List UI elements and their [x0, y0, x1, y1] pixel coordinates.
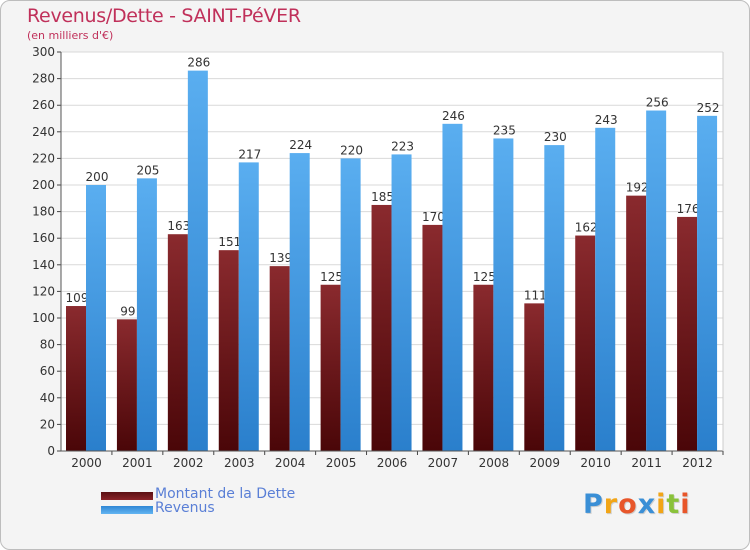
data-label-dette: 192: [626, 181, 649, 195]
bar-revenus: [187, 70, 208, 452]
x-tick-label: 2005: [326, 456, 357, 470]
bar-revenus: [340, 158, 361, 451]
x-tick-label: 2000: [71, 456, 102, 470]
bar-dette: [422, 224, 443, 451]
data-label-dette: 170: [422, 210, 445, 224]
bar-revenus: [544, 145, 565, 451]
bar-revenus: [238, 162, 259, 451]
data-label-dette: 99: [120, 304, 135, 318]
data-label-revenus: 246: [442, 109, 465, 123]
data-label-revenus: 220: [340, 143, 363, 157]
x-tick-label: 2006: [377, 456, 408, 470]
y-tick-label: 220: [32, 151, 55, 165]
y-tick-label: 60: [40, 364, 55, 378]
data-label-revenus: 217: [238, 147, 261, 161]
chart-subtitle: (en milliers d'€): [27, 29, 114, 42]
y-tick-label: 160: [32, 231, 55, 245]
bar-dette: [320, 284, 341, 451]
data-label-dette: 162: [575, 221, 598, 235]
x-tick-label: 2012: [682, 456, 713, 470]
x-tick-label: 2009: [529, 456, 560, 470]
y-tick-label: 280: [32, 72, 55, 86]
data-label-dette: 109: [66, 291, 89, 305]
bar-revenus: [86, 185, 106, 451]
y-tick-label: 0: [47, 444, 55, 458]
legend-label-dette: Montant de la Dette: [155, 486, 296, 502]
y-tick-label: 140: [32, 258, 55, 272]
legend-swatch-dette: [101, 492, 153, 500]
logo-letter: t: [666, 489, 681, 520]
logo-letter: i: [680, 489, 691, 520]
y-tick-label: 100: [32, 311, 55, 325]
data-label-dette: 125: [473, 270, 496, 284]
bar-revenus: [697, 115, 718, 451]
bar-dette: [269, 266, 290, 451]
data-label-revenus: 230: [544, 130, 567, 144]
y-tick-label: 80: [40, 338, 55, 352]
bar-dette: [524, 303, 545, 451]
proxiti-logo: Proxiti: [583, 489, 691, 520]
data-label-revenus: 286: [187, 56, 210, 70]
bar-revenus: [493, 138, 514, 451]
bar-revenus: [646, 110, 667, 452]
y-tick-label: 300: [32, 45, 55, 59]
y-tick-label: 120: [32, 284, 55, 298]
y-tick-label: 240: [32, 125, 55, 139]
y-tick-label: 20: [40, 417, 55, 431]
logo-letter: i: [656, 489, 667, 520]
data-label-revenus: 256: [646, 96, 669, 110]
bar-revenus: [442, 123, 463, 451]
bar-dette: [575, 235, 596, 451]
x-tick-label: 2008: [479, 456, 510, 470]
data-label-dette: 125: [320, 270, 343, 284]
bar-revenus: [136, 178, 157, 451]
x-tick-label: 2011: [631, 456, 662, 470]
logo-letter: P: [583, 489, 604, 520]
data-label-revenus: 243: [595, 113, 618, 127]
logo-letter: x: [637, 489, 657, 520]
legend-swatch-revenus: [101, 506, 153, 514]
data-label-dette: 151: [218, 235, 241, 249]
bar-dette: [473, 284, 494, 451]
bar-dette: [116, 319, 137, 451]
y-tick-label: 200: [32, 178, 55, 192]
chart-title: Revenus/Dette - SAINT-PéVER: [27, 5, 301, 27]
bar-dette: [371, 204, 392, 451]
bar-revenus: [289, 153, 310, 451]
data-label-dette: 185: [371, 190, 394, 204]
y-tick-label: 180: [32, 205, 55, 219]
x-tick-label: 2003: [224, 456, 255, 470]
bar-dette: [66, 306, 86, 451]
data-label-revenus: 223: [391, 139, 414, 153]
data-label-revenus: 252: [697, 101, 720, 115]
logo-letter: o: [618, 489, 638, 520]
x-tick-label: 2001: [122, 456, 153, 470]
logo-letter: r: [603, 489, 619, 520]
y-tick-label: 40: [40, 391, 55, 405]
data-label-revenus: 224: [289, 138, 312, 152]
bar-dette: [677, 216, 698, 451]
bar-dette: [626, 195, 647, 451]
data-label-revenus: 205: [136, 163, 159, 177]
bar-dette: [218, 250, 239, 451]
x-tick-label: 2007: [428, 456, 459, 470]
data-label-dette: 139: [269, 251, 292, 265]
data-label-dette: 163: [167, 219, 190, 233]
data-label-revenus: 235: [493, 123, 516, 137]
y-tick-label: 260: [32, 98, 55, 112]
legend-label-revenus: Revenus: [155, 500, 215, 516]
bar-revenus: [595, 127, 616, 451]
bar-dette: [167, 234, 188, 451]
data-label-dette: 176: [677, 202, 700, 216]
bar-revenus: [391, 154, 412, 451]
x-tick-label: 2010: [580, 456, 611, 470]
data-label-revenus: 200: [86, 170, 109, 184]
x-tick-label: 2004: [275, 456, 306, 470]
x-tick-label: 2002: [173, 456, 204, 470]
data-label-dette: 111: [524, 288, 547, 302]
